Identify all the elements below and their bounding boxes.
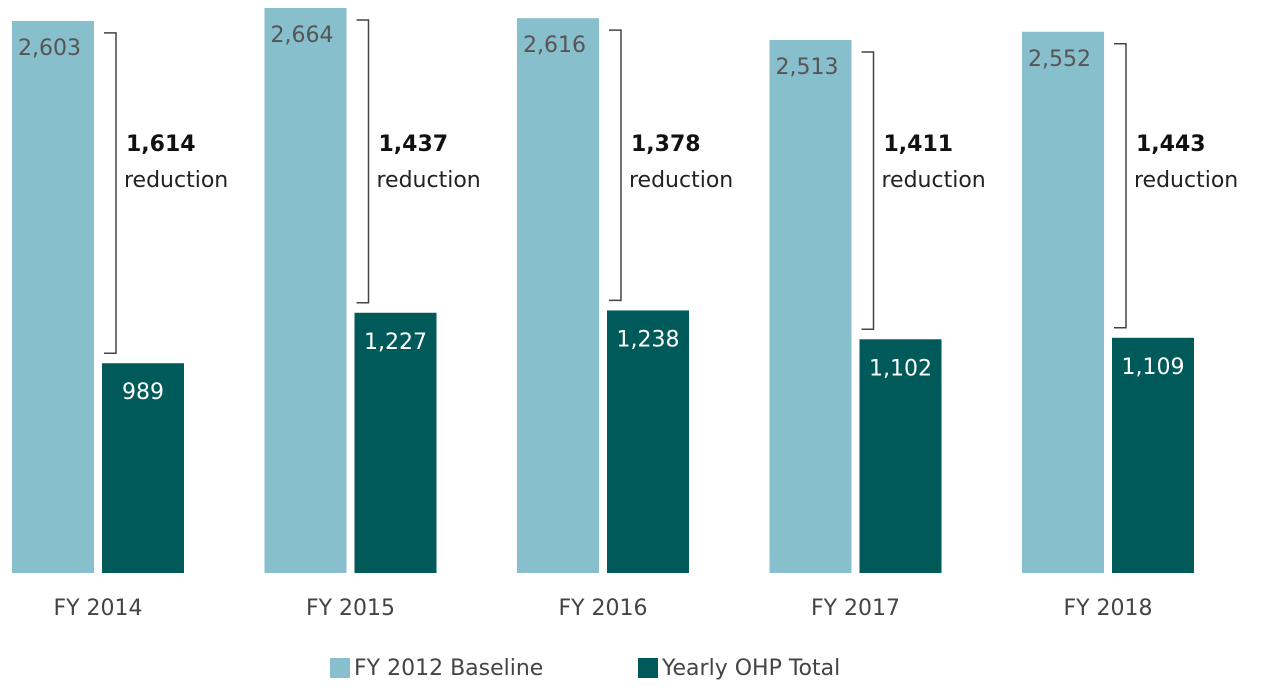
bar	[1022, 31, 1104, 573]
bracket	[356, 19, 370, 304]
bar	[607, 310, 689, 573]
reduction-text: reduction	[377, 168, 481, 193]
x-tick-label: FY 2016	[558, 596, 647, 621]
legend-label: Yearly OHP Total	[661, 656, 840, 681]
value-label: 1,238	[617, 327, 680, 352]
reduction-text: reduction	[1134, 168, 1238, 193]
bar	[769, 40, 852, 574]
x-tick-label: FY 2017	[811, 596, 900, 621]
value-label: 2,616	[523, 33, 586, 58]
reduction-value: 1,614	[126, 132, 196, 157]
bar	[517, 18, 599, 574]
bracket	[1114, 43, 1127, 329]
bar	[264, 8, 347, 573]
value-label: 1,102	[869, 356, 932, 381]
bracket	[609, 29, 622, 302]
reduction-text: reduction	[629, 168, 733, 193]
bracket	[861, 51, 875, 331]
value-label: 2,603	[18, 36, 81, 61]
value-label: 1,109	[1122, 355, 1185, 380]
bar	[12, 20, 94, 573]
bar	[859, 339, 942, 573]
value-label: 989	[122, 380, 164, 405]
value-label: 2,552	[1028, 47, 1091, 72]
reduction-text: reduction	[124, 168, 228, 193]
legend-label: FY 2012 Baseline	[354, 656, 543, 681]
value-label: 2,664	[271, 23, 334, 48]
reduction-value: 1,443	[1136, 132, 1206, 157]
value-label: 1,227	[364, 330, 427, 355]
x-tick-label: FY 2015	[306, 596, 395, 621]
reduction-value: 1,378	[631, 132, 701, 157]
bar	[1112, 337, 1194, 573]
bar	[102, 363, 184, 573]
legend-swatch	[638, 658, 658, 678]
value-label: 2,513	[776, 55, 839, 80]
x-tick-label: FY 2014	[53, 596, 142, 621]
x-tick-label: FY 2018	[1063, 596, 1152, 621]
reduction-value: 1,411	[884, 132, 954, 157]
reduction-text: reduction	[882, 168, 986, 193]
legend-swatch	[330, 658, 350, 678]
bar	[354, 312, 437, 573]
bracket	[104, 32, 117, 354]
reduction-value: 1,437	[379, 132, 449, 157]
